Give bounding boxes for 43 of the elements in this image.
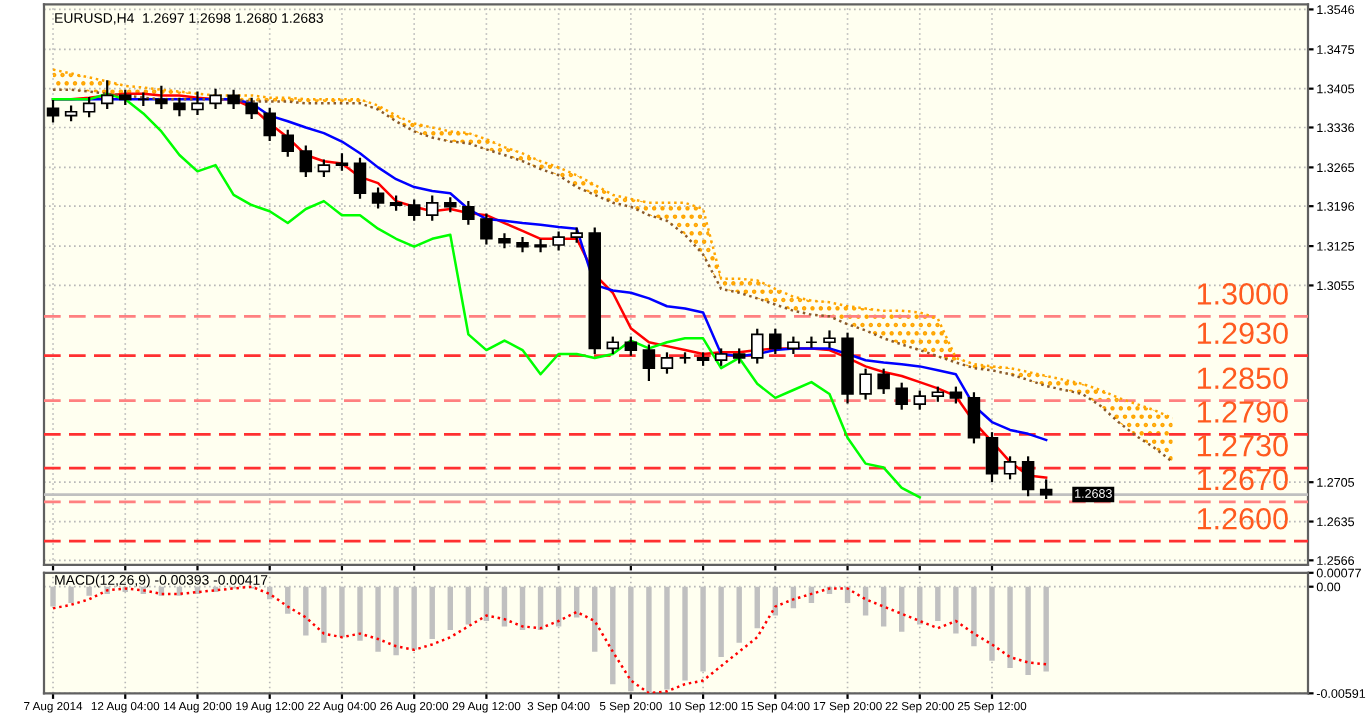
candlestick: [913, 389, 927, 411]
candlestick: [642, 343, 656, 383]
candlestick: [985, 431, 999, 484]
candlestick: [299, 144, 313, 179]
candlestick: [227, 88, 240, 111]
candlestick: [552, 230, 565, 252]
annotation: 1.2730: [1197, 434, 1288, 457]
candlestick: [281, 128, 295, 158]
candlestick: [371, 186, 385, 210]
candlestick: [877, 367, 890, 396]
annotation: 1.3000: [1197, 283, 1288, 305]
candlestick: [155, 84, 168, 111]
line-series: [51, 585, 1048, 694]
candlestick: [191, 90, 204, 117]
candlestick: [100, 79, 114, 111]
annotation: 1.2600: [1197, 507, 1288, 530]
candlestick: [1021, 455, 1035, 498]
candlestick: [769, 327, 782, 356]
candlestick: [462, 200, 475, 226]
annotation: 1.2850: [1197, 367, 1288, 390]
candlestick: [823, 329, 836, 349]
candlestick: [967, 391, 981, 445]
annotation: 1.2670: [1197, 468, 1288, 491]
candlestick: [425, 194, 439, 222]
candlestick: [534, 238, 547, 254]
candlestick: [895, 381, 908, 411]
candlestick: [245, 96, 258, 121]
candlestick: [407, 198, 421, 222]
annotation: 1.2930: [1197, 322, 1288, 345]
candlestick: [859, 367, 872, 401]
candlestick: [353, 156, 367, 200]
line-series: [51, 92, 922, 499]
candlestick: [624, 335, 638, 357]
annotation: 1.2790: [1197, 401, 1288, 423]
candlestick: [751, 327, 764, 365]
candlestick: [480, 212, 493, 246]
candlestick: [1003, 455, 1017, 481]
candlestick: [805, 335, 818, 349]
candlestick: [660, 351, 674, 375]
candlestick: [263, 106, 276, 143]
candlestick: [209, 87, 222, 111]
candlestick: [173, 96, 186, 118]
candlestick: [82, 96, 96, 119]
